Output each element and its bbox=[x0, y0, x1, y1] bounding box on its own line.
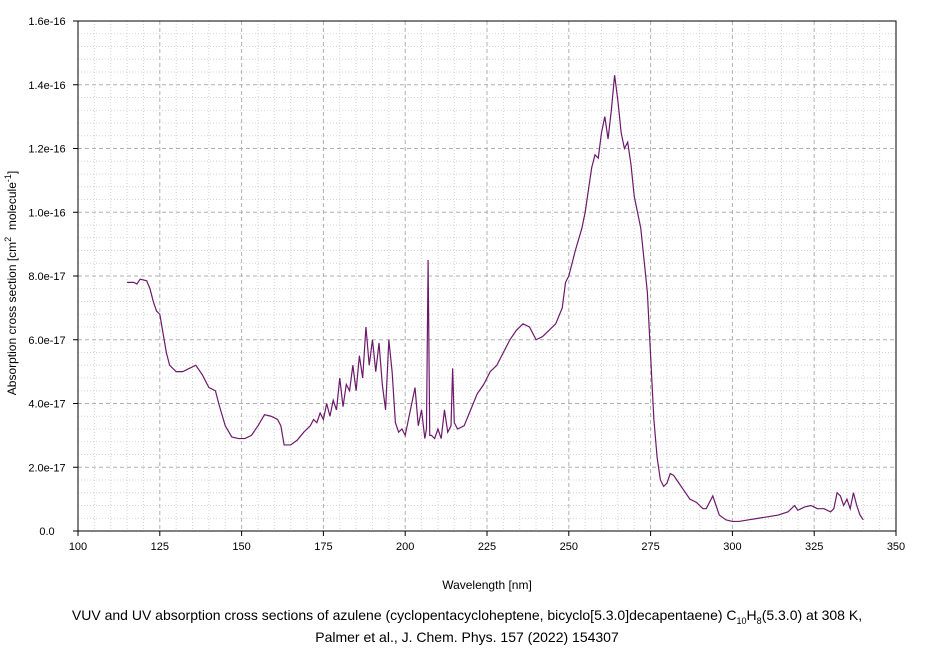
data-line bbox=[127, 75, 864, 523]
y-label-part: ] bbox=[5, 171, 19, 174]
x-tick-label: 325 bbox=[805, 541, 823, 553]
x-axis-label: Wavelength [nm] bbox=[442, 578, 532, 592]
y-tick-label: 2.0e-17 bbox=[28, 462, 65, 474]
marks bbox=[127, 75, 864, 523]
y-tick-label: 1.0e-16 bbox=[28, 207, 65, 219]
y-label-sup: 2 bbox=[3, 237, 13, 242]
y-axis-label: Absorption cross section [cm2 molecule-1… bbox=[3, 171, 19, 395]
title-sub: 8 bbox=[757, 616, 762, 626]
title-sub: 10 bbox=[737, 616, 747, 626]
labels: 100 125 150 175 200 225 250 275 300 325 350 0.0 2.0e… bbox=[28, 16, 905, 553]
y-label-sup: -1 bbox=[3, 174, 13, 182]
title-part: (5.3.0) at 308 K, bbox=[762, 607, 862, 623]
grid bbox=[77, 20, 897, 532]
x-tick-label: 125 bbox=[151, 541, 169, 553]
chart-title: VUV and UV absorption cross sections of … bbox=[72, 607, 862, 626]
x-tick-label: 100 bbox=[69, 541, 87, 553]
y-tick-label: 6.0e-17 bbox=[28, 335, 65, 347]
x-tick-label: 350 bbox=[887, 541, 905, 553]
y-tick-label: 4.0e-17 bbox=[28, 399, 65, 411]
x-tick-label: 175 bbox=[314, 541, 332, 553]
x-tick-label: 225 bbox=[478, 541, 496, 553]
x-tick-label: 200 bbox=[396, 541, 414, 553]
title-part: VUV and UV absorption cross sections of … bbox=[72, 607, 737, 623]
x-tick-label: 275 bbox=[641, 541, 659, 553]
x-tick-label: 300 bbox=[723, 541, 741, 553]
chart-subtitle: Palmer et al., J. Chem. Phys. 157 (2022)… bbox=[315, 629, 619, 645]
y-tick-label: 0.0 bbox=[39, 526, 54, 538]
y-tick-label: 1.4e-16 bbox=[28, 80, 65, 92]
title-part: H bbox=[747, 607, 757, 623]
x-tick-label: 250 bbox=[560, 541, 578, 553]
y-tick-label: 8.0e-17 bbox=[28, 271, 65, 283]
y-tick-label: 1.6e-16 bbox=[28, 16, 65, 28]
y-label-part: molecule bbox=[5, 182, 19, 237]
x-tick-label: 150 bbox=[232, 541, 250, 553]
y-label-part: Absorption cross section [cm bbox=[5, 242, 19, 395]
y-tick-label: 1.2e-16 bbox=[28, 144, 65, 156]
